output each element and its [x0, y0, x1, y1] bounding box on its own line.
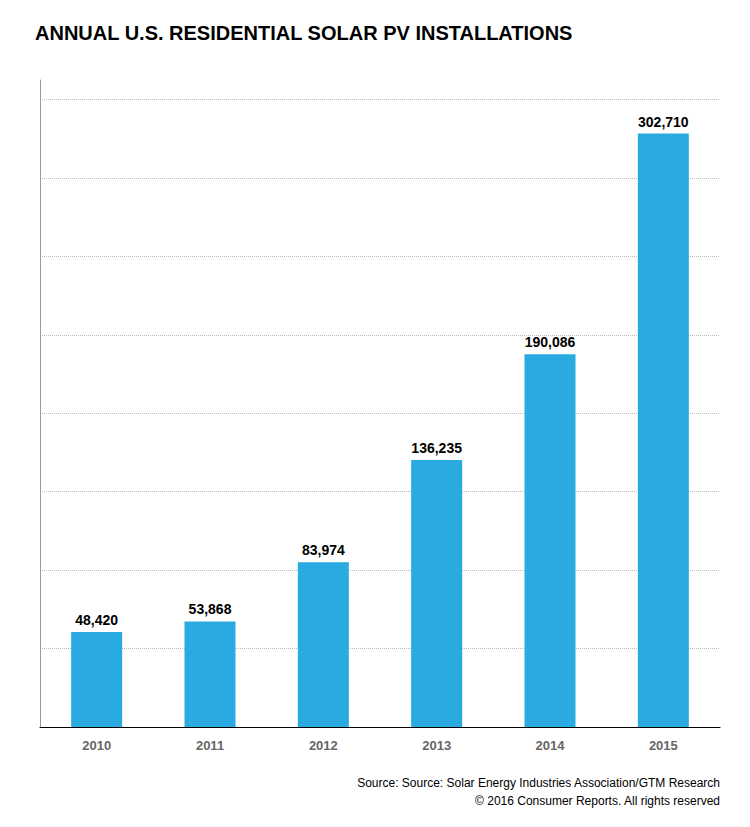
svg-text:2010: 2010 — [82, 738, 111, 753]
svg-text:83,974: 83,974 — [302, 542, 345, 558]
svg-text:© 2016 Consumer Reports. All r: © 2016 Consumer Reports. All rights rese… — [475, 794, 720, 808]
svg-text:ANNUAL U.S. RESIDENTIAL SOLAR: ANNUAL U.S. RESIDENTIAL SOLAR PV INSTALL… — [35, 22, 572, 44]
svg-text:302,710: 302,710 — [638, 114, 689, 130]
svg-text:2014: 2014 — [536, 738, 566, 753]
svg-text:53,868: 53,868 — [189, 601, 232, 617]
svg-text:2013: 2013 — [422, 738, 451, 753]
svg-text:2015: 2015 — [649, 738, 678, 753]
svg-text:48,420: 48,420 — [75, 612, 118, 628]
svg-text:2011: 2011 — [196, 738, 224, 753]
svg-text:Source: Source: Solar Energy I: Source: Source: Solar Energy Industries … — [357, 776, 720, 790]
svg-text:190,086: 190,086 — [525, 334, 576, 350]
svg-text:136,235: 136,235 — [411, 440, 462, 456]
svg-text:2012: 2012 — [309, 738, 338, 753]
